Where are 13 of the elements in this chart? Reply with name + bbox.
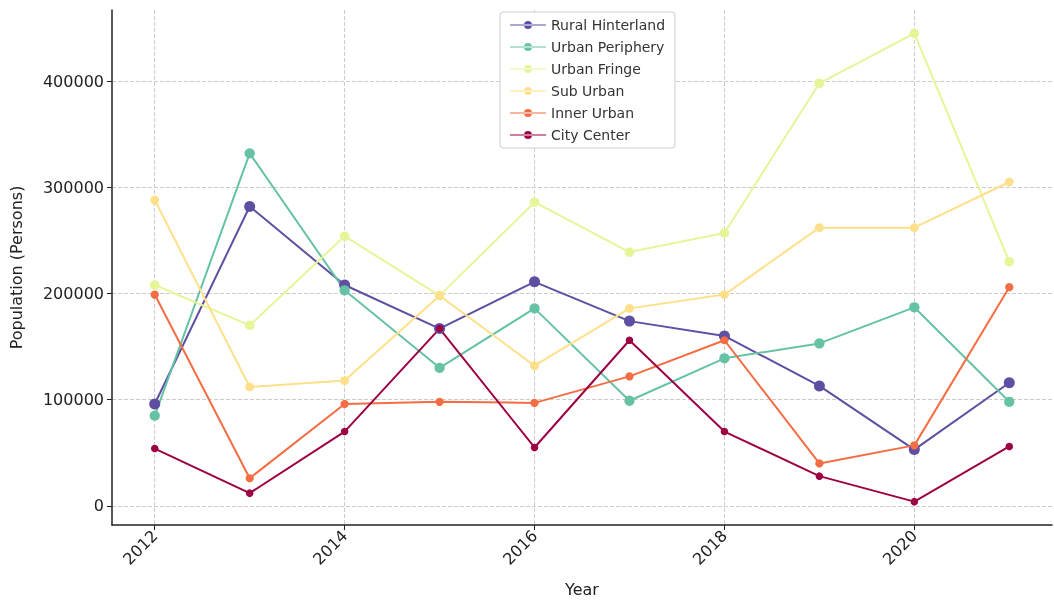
y-tick-label: 100000 (42, 390, 104, 410)
legend-label: City Center (551, 127, 631, 143)
y-tick-label: 0 (93, 496, 104, 516)
legend-label: Rural Hinterland (551, 17, 666, 33)
legend-label: Inner Urban (551, 105, 635, 121)
y-axis-title: Population (Persons) (6, 185, 26, 350)
legend-label: Sub Urban (551, 83, 625, 99)
legend-label: Urban Fringe (551, 61, 641, 77)
y-tick-label: 400000 (42, 71, 104, 91)
y-tick-label: 200000 (42, 284, 104, 304)
x-axis-title: Year (564, 579, 600, 599)
y-tick-label: 300000 (42, 177, 104, 197)
legend-label: Urban Periphery (551, 39, 665, 55)
